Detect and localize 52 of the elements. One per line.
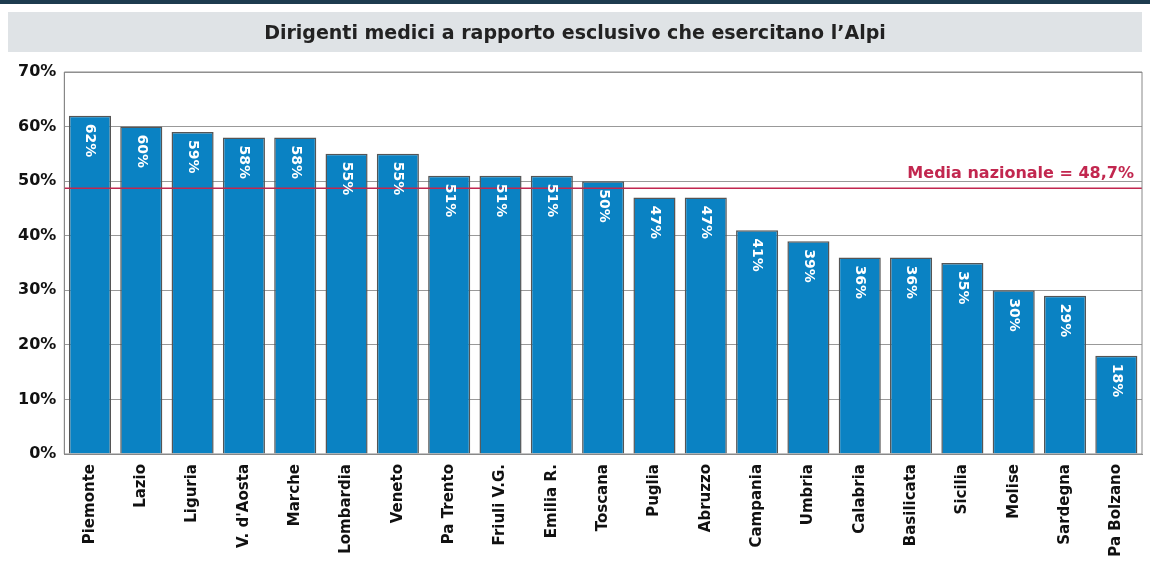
data-label: 60% bbox=[134, 134, 151, 169]
x-tick-label: Calabria bbox=[849, 464, 868, 534]
data-label: 39% bbox=[801, 249, 818, 283]
x-tick-label: Sardegna bbox=[1054, 464, 1073, 545]
x-tick-label: Toscana bbox=[593, 464, 612, 532]
data-label: 58% bbox=[237, 145, 254, 179]
data-label: 47% bbox=[699, 205, 716, 240]
data-label: 41% bbox=[750, 238, 767, 272]
x-tick-label: Liguria bbox=[182, 464, 201, 523]
data-label: 51% bbox=[493, 183, 510, 218]
x-tick-label: Umbria bbox=[798, 464, 817, 526]
y-tick-label: 50% bbox=[18, 170, 57, 190]
data-label: 29% bbox=[1058, 303, 1075, 338]
data-label: 50% bbox=[596, 189, 613, 223]
data-label: 18% bbox=[1109, 363, 1126, 398]
x-tick-label: Emilia R. bbox=[541, 464, 560, 539]
y-tick-label: 60% bbox=[18, 115, 57, 135]
x-tick-label: Campania bbox=[747, 464, 765, 548]
data-label: 58% bbox=[288, 145, 305, 179]
data-label: 51% bbox=[545, 183, 562, 218]
x-tick-label: Pa Trento bbox=[439, 464, 458, 545]
x-tick-label: Lazio bbox=[131, 464, 150, 508]
x-tick-label: Sicilia bbox=[952, 464, 971, 515]
x-tick-label: Abruzzo bbox=[695, 464, 714, 533]
data-label: 51% bbox=[442, 183, 459, 218]
x-tick-label: Friuli V.G. bbox=[490, 464, 509, 546]
y-tick-label: 10% bbox=[18, 388, 57, 408]
x-tick-label: Pa Bolzano bbox=[1106, 464, 1125, 557]
data-label: 62% bbox=[83, 123, 100, 158]
x-tick-label: Basilicata bbox=[900, 464, 919, 547]
x-tick-label: Piemonte bbox=[79, 464, 98, 545]
y-tick-label: 40% bbox=[18, 224, 57, 244]
data-label: 55% bbox=[391, 161, 408, 196]
data-label: 30% bbox=[1007, 298, 1024, 332]
ref-line-label: Media nazionale = 48,7% bbox=[907, 163, 1134, 183]
y-tick-label: 30% bbox=[18, 279, 57, 299]
y-tick-label: 70% bbox=[18, 61, 57, 81]
y-tick-label: 20% bbox=[18, 334, 57, 354]
x-tick-label: Puglia bbox=[644, 464, 663, 517]
y-tick-label: 0% bbox=[29, 443, 57, 463]
chart-title: Dirigenti medici a rapporto esclusivo che esercitano l’Alpi bbox=[8, 12, 1142, 52]
data-label: 36% bbox=[853, 265, 870, 300]
data-label: 35% bbox=[955, 271, 972, 305]
x-tick-label: Lombardia bbox=[336, 464, 355, 554]
data-label: 47% bbox=[647, 205, 664, 240]
data-label: 55% bbox=[339, 161, 356, 196]
x-tick-label: Molise bbox=[1003, 464, 1022, 519]
x-tick-label: Veneto bbox=[387, 464, 406, 524]
x-tick-label: V. d'Aosta bbox=[233, 464, 252, 549]
data-label: 36% bbox=[904, 265, 921, 300]
data-label: 59% bbox=[185, 140, 202, 174]
x-tick-label: Marche bbox=[285, 464, 304, 527]
